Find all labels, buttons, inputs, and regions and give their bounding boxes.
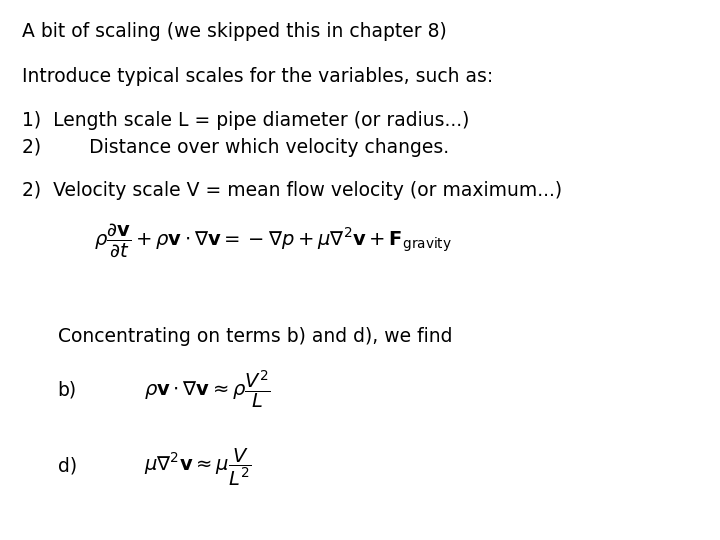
Text: Concentrating on terms b) and d), we find: Concentrating on terms b) and d), we fin… [58, 327, 452, 346]
Text: $\rho\dfrac{\partial \mathbf{v}}{\partial t} + \rho\mathbf{v} \cdot \nabla\mathb: $\rho\dfrac{\partial \mathbf{v}}{\partia… [94, 221, 451, 259]
Text: $\mu\nabla^2\mathbf{v} \approx \mu\dfrac{V}{L^2}$: $\mu\nabla^2\mathbf{v} \approx \mu\dfrac… [144, 447, 251, 488]
Text: A bit of scaling (we skipped this in chapter 8): A bit of scaling (we skipped this in cha… [22, 22, 446, 40]
Text: b): b) [58, 381, 77, 400]
Text: 1)  Length scale L = pipe diameter (or radius...): 1) Length scale L = pipe diameter (or ra… [22, 111, 469, 130]
Text: 2)        Distance over which velocity changes.: 2) Distance over which velocity changes. [22, 138, 449, 157]
Text: d): d) [58, 456, 77, 475]
Text: 2)  Velocity scale V = mean flow velocity (or maximum...): 2) Velocity scale V = mean flow velocity… [22, 181, 562, 200]
Text: $\rho\mathbf{v} \cdot \nabla\mathbf{v} \approx \rho\dfrac{V^2}{L}$: $\rho\mathbf{v} \cdot \nabla\mathbf{v} \… [144, 368, 271, 410]
Text: Introduce typical scales for the variables, such as:: Introduce typical scales for the variabl… [22, 68, 493, 86]
